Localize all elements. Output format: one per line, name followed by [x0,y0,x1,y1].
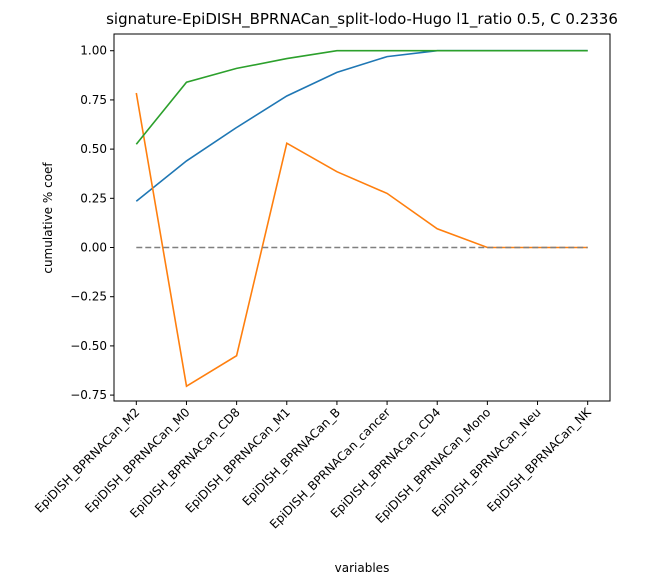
series-line-0 [135,49,588,202]
y-tick-label: −0.50 [70,339,107,353]
series-line-2 [135,49,588,145]
x-axis-label: variables [335,561,390,575]
series-layer [135,49,588,388]
y-tick-label: 0.50 [80,142,107,156]
y-tick-label: −0.75 [70,388,107,402]
ticks-layer: −0.75 −0.50 −0.25 0.00 0.25 0.50 0.75 1.00 EpiDI… [32,44,595,532]
series-line-1 [135,92,588,388]
x-tick-label: EpiDISH_BPRNACan_NK [484,404,594,514]
y-tick-label: 0.25 [80,191,107,205]
x-tick-label: EpiDISH_BPRNACan_M0 [82,405,192,515]
y-tick-label: −0.25 [70,290,107,304]
plot-frame [113,33,611,402]
y-tick-label: 0.00 [80,241,107,255]
x-tick-label: EpiDISH_BPRNACan_B [240,405,343,508]
y-tick-label: 1.00 [80,44,107,58]
y-tick-label: 0.75 [80,93,107,107]
chart-title: signature-EpiDISH_BPRNACan_split-lodo-Hu… [106,10,618,29]
x-tick-label: EpiDISH_BPRNACan_M1 [183,405,293,515]
x-tick-label: EpiDISH_BPRNACan_M2 [32,405,142,515]
y-axis-label: cumulative % coef [41,162,55,274]
